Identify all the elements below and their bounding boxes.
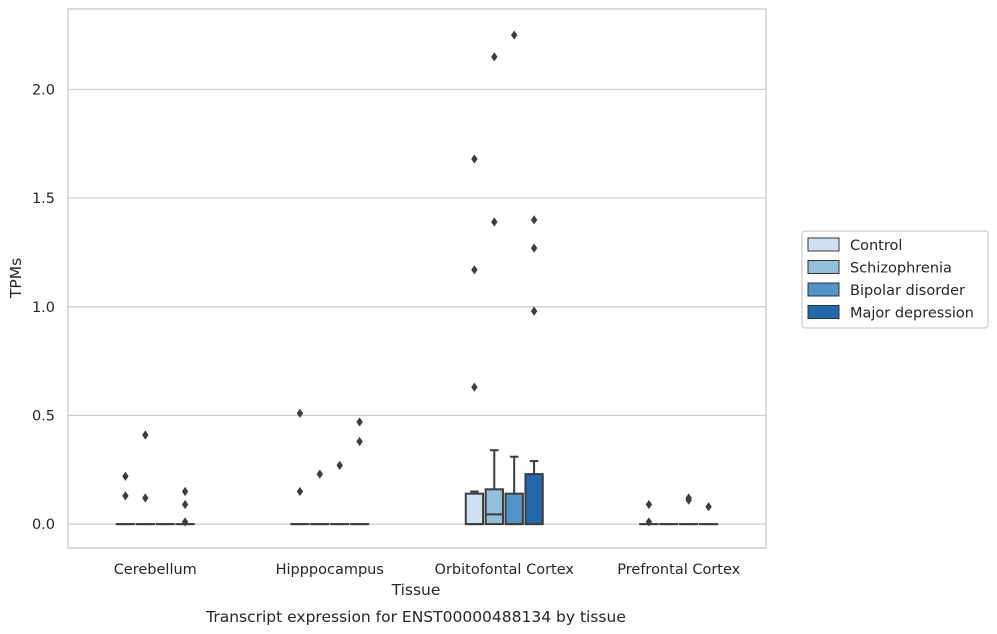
box-groups: [115, 449, 719, 526]
legend-frame: [801, 230, 989, 329]
y-tick-label: 1.0: [32, 300, 55, 316]
outlier-point: [530, 306, 538, 316]
y-tick-label: 0.0: [32, 517, 55, 533]
outlier-point: [471, 382, 478, 392]
legend: Control Schizophrenia Bipolar disorder Majo…: [801, 230, 989, 329]
legend-swatch: [807, 305, 840, 319]
legend-label: Major depression: [850, 306, 974, 322]
x-tick-label: Orbitofontal Cortex: [435, 562, 575, 578]
x-tick-labels: Cerebellum Hipppocampus Orbitofontal Corte…: [114, 562, 741, 578]
box-body: [484, 488, 504, 526]
plot-frame: [67, 8, 767, 549]
box: [504, 455, 524, 526]
x-tick-label: Cerebellum: [114, 562, 197, 578]
outlier-point: [181, 517, 189, 527]
outlier-point: [471, 265, 478, 275]
outlier-point: [491, 217, 498, 227]
outlier-point: [645, 517, 653, 527]
box-body: [504, 492, 524, 526]
outlier-point: [510, 30, 518, 40]
grid-lines: [68, 88, 766, 525]
x-tick-label: Prefrontal Cortex: [617, 562, 740, 578]
box-body: [524, 473, 544, 526]
outlier-point: [645, 499, 653, 510]
y-tick-label: 1.5: [32, 191, 55, 207]
legend-label: Schizophrenia: [850, 261, 952, 277]
legend-swatch: [807, 260, 840, 274]
outlier-point: [316, 469, 324, 479]
legend-label: Control: [850, 238, 902, 254]
legend-swatch: [807, 237, 840, 252]
outlier-point: [122, 491, 129, 501]
outlier-point: [530, 215, 538, 225]
y-axis-label: TPMs: [7, 258, 25, 299]
box: [524, 460, 544, 526]
outlier-point: [296, 408, 304, 418]
y-tick-labels: 0.0 0.5 1.0 1.5 2.0: [32, 82, 55, 533]
box: [484, 449, 504, 526]
x-axis-label: Tissue: [391, 581, 441, 599]
y-tick-label: 0.5: [32, 408, 55, 424]
outlier-point: [181, 486, 189, 497]
outlier-point: [296, 486, 304, 497]
outlier-point: [122, 471, 129, 481]
x-tick-label: Hipppocampus: [276, 562, 384, 578]
outlier-point: [491, 52, 498, 62]
box-body: [464, 492, 485, 526]
box: [464, 490, 485, 526]
outlier-point: [705, 502, 712, 512]
outlier-point: [181, 499, 189, 510]
chart-caption: Transcript expression for ENST0000048813…: [205, 608, 626, 626]
legend-swatch: [807, 282, 840, 297]
outlier-point: [356, 417, 363, 427]
outlier-point: [142, 493, 149, 503]
outlier-point: [530, 243, 538, 253]
outlier-point: [685, 495, 692, 505]
outlier-point: [471, 154, 478, 164]
legend-label: Bipolar disorder: [850, 283, 965, 299]
outlier-points: [122, 30, 712, 527]
outlier-point: [356, 436, 363, 447]
outlier-point: [142, 430, 149, 440]
y-tick-label: 2.0: [32, 82, 55, 98]
outlier-point: [336, 460, 343, 471]
